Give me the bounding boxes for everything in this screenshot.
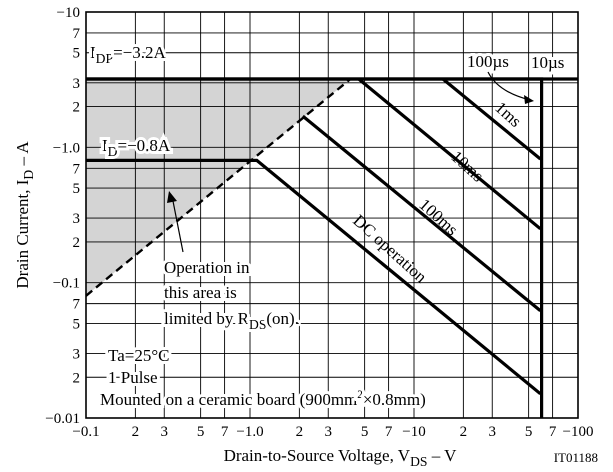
x-tick-label: 3 bbox=[488, 424, 496, 440]
operation-arrowhead bbox=[167, 191, 177, 203]
x-tick-label: −100 bbox=[563, 424, 594, 440]
x-tick-label: 5 bbox=[525, 424, 533, 440]
y-tick-label: 3 bbox=[73, 76, 81, 92]
annotation-t100us: 100µs bbox=[467, 52, 509, 71]
annotation-id: ID=−0.8A bbox=[102, 136, 171, 159]
y-tick-label: 7 bbox=[73, 297, 81, 313]
x-axis-label: Drain-to-Source Voltage, VDS – V bbox=[224, 446, 458, 469]
x-tick-label: 7 bbox=[385, 424, 393, 440]
y-tick-label: 7 bbox=[73, 26, 81, 42]
annotation-op3: limited by RDS(on). bbox=[164, 309, 299, 332]
y-tick-label: −0.1 bbox=[53, 276, 80, 292]
y-tick-label: 3 bbox=[73, 346, 81, 362]
annotation-arrows bbox=[167, 71, 534, 253]
annotation-idp: IDP=−3.2A bbox=[90, 43, 166, 66]
pulse-100us-arrowhead bbox=[524, 95, 534, 104]
y-tick-label: −1.0 bbox=[53, 140, 80, 156]
annotation-op2: this area is bbox=[164, 283, 237, 302]
y-tick-label: 7 bbox=[73, 161, 81, 177]
x-tick-label: 5 bbox=[361, 424, 369, 440]
y-tick-label: −10 bbox=[57, 5, 80, 21]
y-tick-label: 3 bbox=[73, 211, 81, 227]
y-tick-label: 5 bbox=[73, 316, 81, 332]
x-tick-label: −0.1 bbox=[72, 424, 99, 440]
series-dc-operation bbox=[86, 158, 542, 396]
x-tick-label: −10 bbox=[402, 424, 425, 440]
annotation-op1: Operation in bbox=[164, 258, 250, 277]
annotation-mount: Mounted on a ceramic board (900mm2×0.8mm… bbox=[100, 389, 426, 409]
plot-frame bbox=[85, 11, 579, 419]
operation-arrow bbox=[171, 195, 184, 253]
annotation-ta: Ta=25°C bbox=[108, 346, 169, 365]
series-100-s bbox=[86, 77, 544, 418]
annotation-t100ms: 100ms bbox=[415, 195, 461, 239]
x-tick-label: 5 bbox=[197, 424, 205, 440]
figure-code: IT01188 bbox=[554, 450, 598, 465]
annotation-pulse: 1 Pulse bbox=[108, 368, 158, 387]
x-tick-label: 2 bbox=[296, 424, 304, 440]
x-tick-label: 3 bbox=[160, 424, 168, 440]
y-tick-label: 5 bbox=[73, 46, 81, 62]
x-tick-label: 2 bbox=[460, 424, 468, 440]
y-tick-label: 2 bbox=[73, 100, 81, 116]
y-tick-label: −0.01 bbox=[45, 411, 80, 427]
annotation-t1ms: 1ms bbox=[491, 98, 525, 131]
y-tick-label: 5 bbox=[73, 181, 81, 197]
y-tick-label: 2 bbox=[73, 235, 81, 251]
x-tick-label: 7 bbox=[221, 424, 229, 440]
x-tick-label: 3 bbox=[324, 424, 332, 440]
annotation-tdc: DC operation bbox=[349, 211, 431, 287]
x-tick-label: −1.0 bbox=[236, 424, 263, 440]
y-axis-label: Drain Current, ID – A bbox=[13, 141, 36, 289]
pulse-100us-arrow bbox=[487, 71, 531, 101]
series-100ms bbox=[301, 114, 542, 313]
x-tick-label: 7 bbox=[549, 424, 557, 440]
rds-limit-line bbox=[85, 78, 352, 297]
x-tick-label: 2 bbox=[132, 424, 140, 440]
series-10ms bbox=[357, 77, 542, 231]
annotation-t10us: 10µs bbox=[531, 53, 564, 72]
series-1ms bbox=[441, 77, 542, 161]
y-tick-label: 2 bbox=[73, 370, 81, 386]
